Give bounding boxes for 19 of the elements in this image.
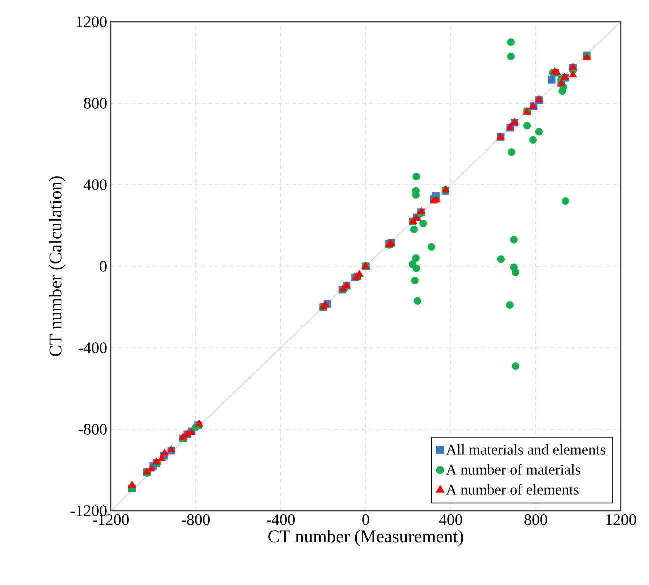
legend-label: A number of materials (446, 464, 581, 475)
x-axis-title: CT number (Measurement) (268, 530, 464, 546)
x-tick-label: 0 (362, 514, 370, 526)
y-axis-title: CT number (Calculation) (49, 176, 66, 356)
y-tick-label: 400 (84, 180, 107, 190)
x-tick-label: 1200 (606, 514, 636, 526)
x-tick-label: 400 (439, 514, 462, 526)
x-tick-label: -1200 (93, 514, 129, 526)
y-tick-label: 1200 (77, 16, 107, 28)
y-tick-label: 800 (84, 98, 107, 109)
legend-label: All materials and elements (446, 444, 606, 455)
legend-label: A number of elements (446, 484, 579, 495)
y-tick-label: -1200 (70, 506, 107, 516)
y-tick-label: -800 (78, 424, 107, 435)
y-tick-label: -400 (78, 342, 107, 354)
x-tick-label: 800 (524, 514, 548, 526)
y-tick-label: 0 (100, 261, 107, 272)
x-tick-label: -800 (182, 514, 210, 526)
x-tick-label: -400 (266, 514, 295, 526)
